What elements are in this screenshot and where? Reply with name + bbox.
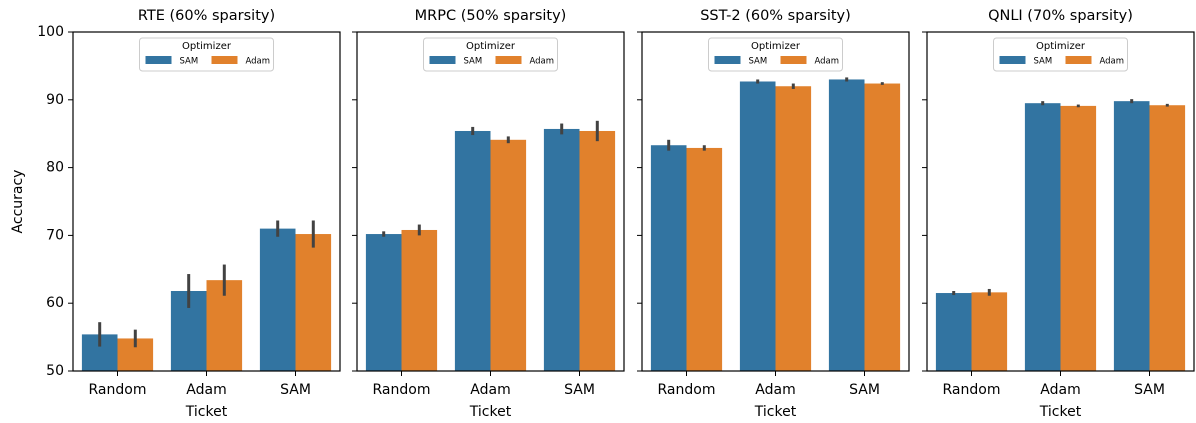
legend-swatch: [211, 56, 238, 64]
x-tick-label: Adam: [1040, 382, 1080, 398]
legend-label: Adam: [815, 57, 840, 67]
y-tick-label: 50: [46, 363, 64, 379]
x-tick-label: Adam: [755, 382, 795, 398]
bar: [259, 228, 296, 371]
legend-swatch: [714, 56, 741, 64]
axes-frame: [72, 31, 341, 372]
x-axis-label: Ticket: [185, 404, 228, 420]
bar: [650, 145, 687, 371]
bar: [971, 292, 1008, 371]
legend-label: Adam: [246, 57, 271, 67]
x-axis-label: Ticket: [1039, 404, 1082, 420]
y-tick-label: 80: [46, 160, 64, 176]
bar: [1060, 105, 1097, 371]
legend-title: Optimizer: [182, 41, 232, 52]
bar: [454, 130, 491, 371]
bar: [490, 139, 527, 371]
x-tick-label: SAM: [564, 382, 595, 398]
axes-frame: [926, 31, 1195, 372]
legend-label: SAM: [749, 57, 768, 67]
legend-label: Adam: [1100, 57, 1125, 67]
chart-title: MRPC (50% sparsity): [415, 8, 567, 24]
legend-swatch: [145, 56, 172, 64]
bar: [686, 147, 723, 371]
x-tick-label: Adam: [186, 382, 226, 398]
y-axis-label: Accuracy: [10, 170, 26, 234]
x-axis-label: Ticket: [469, 404, 512, 420]
axes-frame: [356, 31, 625, 372]
legend-swatch: [495, 56, 522, 64]
chart-title: RTE (60% sparsity): [138, 8, 275, 24]
bar: [1149, 105, 1186, 371]
y-tick-label: 100: [37, 24, 64, 40]
x-tick-label: Adam: [470, 382, 510, 398]
bar: [543, 128, 580, 371]
legend-title: Optimizer: [1036, 41, 1086, 52]
legend-swatch: [999, 56, 1026, 64]
legend-title: Optimizer: [751, 41, 801, 52]
legend-box: [993, 37, 1128, 72]
x-tick-label: Random: [89, 382, 147, 398]
bar: [739, 81, 776, 371]
bar: [1024, 103, 1061, 371]
legend-label: SAM: [464, 57, 483, 67]
bar: [295, 234, 332, 371]
chart-title: QNLI (70% sparsity): [988, 8, 1133, 24]
bar: [579, 130, 616, 371]
bar: [864, 83, 901, 371]
legend-swatch: [429, 56, 456, 64]
x-tick-label: SAM: [280, 382, 311, 398]
x-tick-label: Random: [658, 382, 716, 398]
x-tick-label: Random: [943, 382, 1001, 398]
legend-label: Adam: [530, 57, 555, 67]
bar: [828, 79, 865, 372]
bar: [775, 86, 812, 372]
axes-frame: [641, 31, 910, 372]
bar: [935, 293, 972, 371]
bar: [365, 234, 402, 371]
x-tick-label: SAM: [1134, 382, 1165, 398]
y-tick-label: 70: [46, 227, 64, 243]
legend-label: SAM: [1034, 57, 1053, 67]
legend-swatch: [780, 56, 807, 64]
legend-box: [139, 37, 274, 72]
legend-label: SAM: [180, 57, 199, 67]
bar: [401, 229, 438, 371]
y-tick-label: 60: [46, 295, 64, 311]
chart-title: SST-2 (60% sparsity): [700, 8, 851, 24]
legend-box: [708, 37, 843, 72]
x-axis-label: Ticket: [754, 404, 797, 420]
bar: [1113, 101, 1150, 371]
x-tick-label: SAM: [849, 382, 880, 398]
legend-title: Optimizer: [466, 41, 516, 52]
y-tick-label: 90: [46, 92, 64, 108]
x-tick-label: Random: [373, 382, 431, 398]
legend-swatch: [1065, 56, 1092, 64]
legend-box: [423, 37, 558, 72]
